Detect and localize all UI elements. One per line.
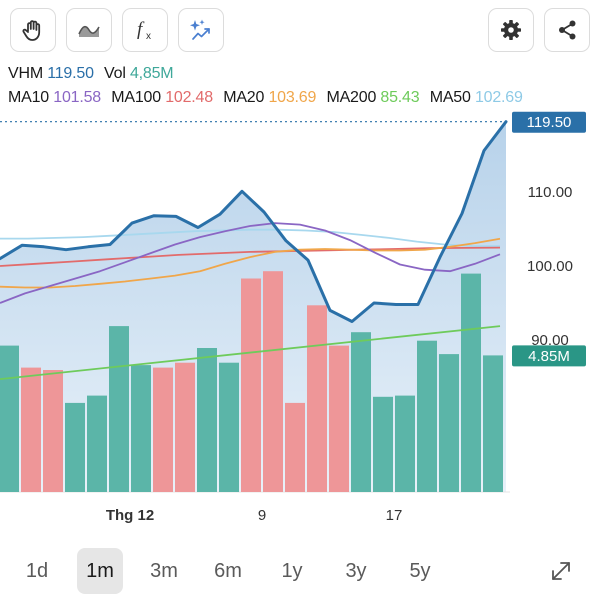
period-1m-button[interactable]: 1m (77, 548, 123, 594)
price-axis: 110.00 100.00 90.00 (527, 184, 573, 349)
share-icon (559, 20, 576, 40)
price-axis-tick: 110.00 (528, 184, 573, 201)
legend-volume-label: Vol (104, 65, 126, 82)
volume-bar (329, 345, 349, 492)
moving-average-lines (0, 222, 501, 380)
legend-volume-value: 4,85M (129, 65, 174, 82)
volume-bar (65, 402, 85, 492)
volume-bar (0, 345, 19, 492)
volume-bar (153, 367, 173, 492)
volume-bar (21, 367, 41, 492)
price-axis-tick: 90.00 (531, 332, 569, 349)
expand-button[interactable] (546, 556, 576, 586)
volume-bar (439, 354, 459, 492)
gear-icon (501, 20, 521, 40)
price-volume-legend: VHM 119.50 Vol 4,85M (8, 65, 179, 83)
legend-ma10-label: MA10 (8, 89, 49, 106)
ma100-line (0, 246, 501, 267)
time-axis-label: 9 (258, 507, 266, 524)
legend-ma20-value: 103.69 (268, 89, 317, 106)
legend-ma10-value: 101.58 (53, 89, 101, 106)
price-axis-tick: 100.00 (527, 258, 573, 275)
period-5y-button[interactable]: 5y (409, 559, 431, 582)
volume-bar (131, 365, 151, 492)
function-sub-glyph: x (146, 31, 151, 42)
expand-icon (552, 562, 570, 580)
volume-bar (109, 326, 129, 492)
period-1y-button[interactable]: 1y (281, 559, 303, 582)
chart-toolbar: f x (0, 8, 600, 52)
period-3y-button[interactable]: 3y (345, 559, 367, 582)
settings-button[interactable] (488, 8, 534, 52)
sparkle-trend-icon (190, 19, 210, 40)
volume-bar (351, 332, 371, 492)
wave-tool-button[interactable] (66, 8, 112, 52)
volume-bar (285, 402, 305, 492)
legend-ma50-value: 102.69 (474, 89, 523, 106)
function-icon: f x (137, 19, 151, 42)
volume-bars-group (0, 271, 503, 492)
legend-ma200-value: 85.43 (380, 89, 420, 106)
legend-symbol-label: VHM (8, 65, 43, 82)
ma200-line (0, 325, 501, 380)
volume-bar (373, 396, 393, 492)
last-volume-tag: 4.85M (528, 348, 570, 365)
volume-bar (483, 355, 503, 492)
volume-bar (395, 395, 415, 492)
volume-bar (43, 370, 63, 492)
wave-icon (78, 25, 100, 37)
legend-ma100-label: MA100 (111, 89, 161, 106)
stock-chart[interactable]: 110.00 100.00 90.00 Thg 12 9 17 119.50 4.85M (0, 110, 600, 530)
ai-tool-button[interactable] (178, 8, 224, 52)
volume-bar (263, 271, 283, 492)
period-6m-button[interactable]: 6m (214, 559, 242, 582)
last-price-tag-bg (512, 111, 586, 133)
hand-icon (22, 20, 41, 41)
legend-ma50-label: MA50 (429, 89, 471, 106)
ma50-line (0, 228, 501, 248)
volume-bar (219, 362, 239, 492)
moving-average-legend: MA10 101.58 MA100 102.48 MA20 103.69 MA2… (8, 89, 529, 107)
volume-bar (175, 362, 195, 492)
time-axis-label: Thg 12 (106, 507, 154, 524)
volume-bar (461, 273, 481, 492)
last-value-tags: 119.50 4.85M (512, 111, 586, 367)
price-line (0, 120, 508, 323)
volume-bar (417, 340, 437, 492)
function-tool-button[interactable]: f x (122, 8, 168, 52)
legend-ma100-value: 102.48 (165, 89, 213, 106)
time-axis-label: 17 (386, 507, 403, 524)
function-glyph: f (137, 19, 145, 40)
hand-tool-button[interactable] (10, 8, 56, 52)
period-3m-button[interactable]: 3m (150, 559, 178, 582)
share-button[interactable] (544, 8, 590, 52)
legend-ma20-label: MA20 (223, 89, 265, 106)
ma20-line (0, 237, 501, 289)
period-1d-button[interactable]: 1d (25, 559, 49, 582)
time-axis: Thg 12 9 17 (106, 507, 403, 524)
legend-ma200-label: MA200 (326, 89, 377, 106)
volume-bar (241, 278, 261, 492)
volume-bar (87, 395, 107, 492)
volume-bar (307, 305, 327, 492)
last-price-tag: 119.50 (527, 114, 572, 131)
last-volume-tag-bg (512, 345, 586, 367)
ma10-line (0, 222, 501, 304)
price-line-group (0, 120, 510, 323)
legend-price-value: 119.50 (47, 65, 94, 82)
volume-bar (197, 348, 217, 492)
